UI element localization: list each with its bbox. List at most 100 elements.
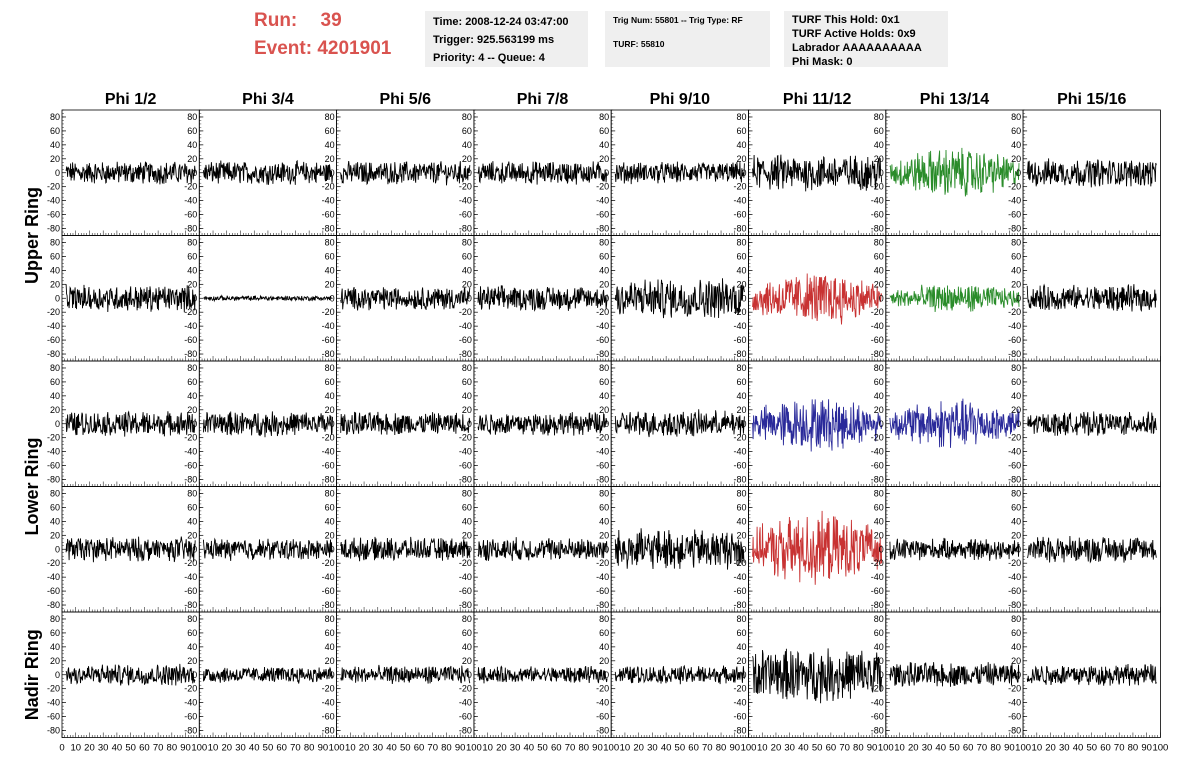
y-tick-label: -20: [871, 558, 884, 568]
y-tick-label: 40: [187, 642, 197, 652]
y-tick-label: 20: [736, 530, 746, 540]
y-tick-label: 0: [879, 670, 884, 680]
waveform-trace: [614, 528, 745, 570]
y-tick-label: 60: [50, 126, 60, 136]
x-tick-label: 40: [935, 743, 946, 754]
y-tick-label: 20: [1011, 279, 1021, 289]
y-tick-label: 20: [325, 656, 335, 666]
y-tick-label: -20: [596, 433, 609, 443]
x-tick-label: 20: [633, 743, 644, 754]
y-tick-label: -80: [459, 475, 472, 485]
x-tick-label: 30: [922, 743, 933, 754]
waveform-trace: [1026, 663, 1157, 686]
y-tick-label: -60: [184, 210, 197, 220]
x-tick-label: 70: [427, 743, 438, 754]
y-tick-label: -20: [47, 182, 60, 192]
y-tick-label: -80: [47, 349, 60, 359]
y-tick-label: 80: [325, 237, 335, 247]
x-tick-label: 50: [537, 743, 548, 754]
y-tick-label: 0: [879, 419, 884, 429]
x-tick-label: 90: [180, 743, 191, 754]
y-tick-label: 60: [736, 251, 746, 261]
y-tick-label: 0: [1016, 419, 1021, 429]
y-tick-label: -80: [184, 726, 197, 736]
y-tick-label: -20: [322, 433, 335, 443]
y-tick-label: -40: [459, 196, 472, 206]
waveform-trace: [477, 161, 608, 185]
x-tick-label: 10: [482, 743, 493, 754]
y-tick-label: -60: [184, 586, 197, 596]
waveform-trace: [889, 398, 1020, 448]
y-tick-label: 20: [325, 530, 335, 540]
event-label: Event: 4201901: [254, 38, 391, 60]
y-tick-label: 20: [462, 656, 472, 666]
y-tick-label: 80: [736, 614, 746, 624]
y-tick-label: 20: [736, 279, 746, 289]
y-tick-label: -40: [459, 698, 472, 708]
y-tick-label: 60: [462, 502, 472, 512]
y-tick-label: -80: [1008, 600, 1021, 610]
y-tick-label: 80: [599, 363, 609, 373]
y-tick-label: -80: [47, 726, 60, 736]
x-tick-label: 60: [551, 743, 562, 754]
y-tick-label: 20: [1011, 530, 1021, 540]
y-tick-label: 40: [325, 642, 335, 652]
y-tick-label: -40: [184, 698, 197, 708]
y-tick-label: 20: [599, 154, 609, 164]
y-tick-label: 0: [604, 544, 609, 554]
x-tick-label: 90: [1004, 743, 1015, 754]
waveform-trace: [889, 284, 1020, 313]
y-tick-label: 60: [50, 628, 60, 638]
y-tick-label: -60: [459, 210, 472, 220]
y-tick-label: -60: [47, 461, 60, 471]
y-tick-label: -80: [733, 475, 746, 485]
y-tick-label: 80: [187, 237, 197, 247]
waveform-trace: [340, 536, 471, 562]
x-tick-label: 70: [290, 743, 301, 754]
y-tick-label: 80: [599, 614, 609, 624]
y-tick-label: -20: [47, 307, 60, 317]
y-tick-label: 40: [874, 265, 884, 275]
y-tick-label: 80: [462, 488, 472, 498]
run-label: Run: 39: [254, 10, 342, 32]
y-tick-label: -60: [322, 335, 335, 345]
y-tick-label: -20: [47, 558, 60, 568]
y-tick-label: -60: [184, 712, 197, 722]
x-tick-label: 40: [112, 743, 123, 754]
y-tick-label: -80: [459, 726, 472, 736]
column-header: Phi 5/6: [379, 91, 431, 108]
y-tick-label: 40: [599, 140, 609, 150]
time-text: Time: 2008-12-24 03:47:00: [433, 16, 569, 28]
y-tick-label: -40: [596, 572, 609, 582]
waveform-trace: [889, 662, 1020, 688]
y-tick-label: 0: [192, 419, 197, 429]
y-tick-label: 40: [874, 642, 884, 652]
y-tick-label: -60: [1008, 210, 1021, 220]
y-tick-label: 80: [874, 363, 884, 373]
x-tick-label: 90: [318, 743, 329, 754]
y-tick-label: -20: [459, 433, 472, 443]
y-tick-label: 0: [330, 419, 335, 429]
y-tick-label: 40: [599, 516, 609, 526]
y-tick-label: 60: [599, 126, 609, 136]
y-tick-label: 0: [467, 544, 472, 554]
y-tick-label: 80: [736, 237, 746, 247]
x-tick-label: 100: [329, 743, 345, 754]
x-tick-label: 60: [139, 743, 150, 754]
y-tick-label: 60: [462, 126, 472, 136]
y-tick-label: -20: [322, 684, 335, 694]
y-tick-label: 20: [50, 530, 60, 540]
y-tick-label: 80: [599, 488, 609, 498]
y-tick-label: 40: [736, 391, 746, 401]
y-tick-label: -80: [596, 224, 609, 234]
y-tick-label: 60: [1011, 628, 1021, 638]
y-tick-label: -60: [733, 210, 746, 220]
y-tick-label: -80: [871, 224, 884, 234]
y-tick-label: -40: [871, 321, 884, 331]
y-tick-label: -40: [322, 447, 335, 457]
y-tick-label: 20: [462, 405, 472, 415]
y-tick-label: 40: [1011, 265, 1021, 275]
x-tick-label: 90: [455, 743, 466, 754]
y-tick-label: 0: [55, 544, 60, 554]
y-tick-label: 20: [50, 154, 60, 164]
